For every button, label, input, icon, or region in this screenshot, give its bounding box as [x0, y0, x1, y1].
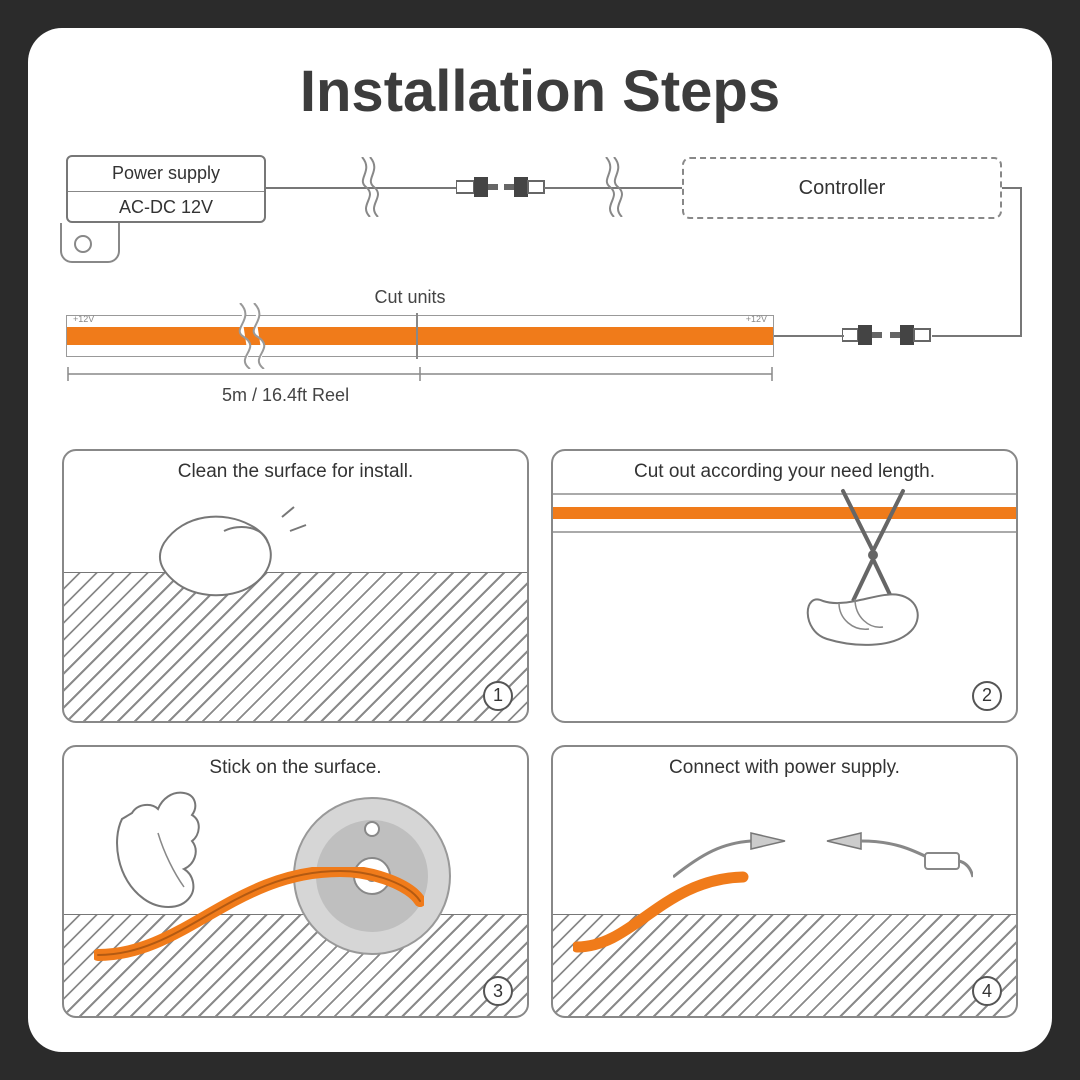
step-number: 4 [972, 976, 1002, 1006]
controller-label: Controller [799, 177, 886, 200]
step-caption: Connect with power supply. [553, 757, 1016, 779]
wire-segment [1020, 187, 1022, 337]
scissors-icon [783, 481, 953, 671]
wiring-diagram: Power supply AC-DC 12V Controller [62, 149, 1018, 429]
controller-box: Controller [682, 157, 1002, 219]
step-panel-3: Stick on the surface. [62, 745, 529, 1019]
led-strip-core [67, 327, 773, 345]
hand-press-icon [104, 783, 254, 933]
strip-mark-left: +12V [73, 314, 94, 324]
step-panel-4: Connect with power supply. [551, 745, 1018, 1019]
psu-label-top: Power supply [68, 163, 264, 184]
dimension-line [66, 367, 774, 381]
cut-mark [416, 313, 418, 359]
card: Installation Steps Power supply AC-DC 12… [28, 28, 1052, 1052]
wire-break-icon [600, 157, 626, 217]
step-caption: Stick on the surface. [64, 757, 527, 779]
step-caption: Clean the surface for install. [64, 461, 527, 483]
plug-male-icon [456, 175, 500, 204]
step-number: 2 [972, 681, 1002, 711]
wire-segment [774, 335, 844, 337]
plug-female-icon [842, 323, 886, 352]
strip-break-icon [232, 303, 272, 369]
strip-mark-right: +12V [746, 314, 767, 324]
step-number: 3 [483, 976, 513, 1006]
wire-segment [932, 335, 1022, 337]
psu-plug-prong [60, 223, 120, 263]
led-strip: +12V +12V [66, 315, 774, 357]
step-panel-2: Cut out according your need length. 2 [551, 449, 1018, 723]
step-number: 1 [483, 681, 513, 711]
wire-segment [1002, 187, 1022, 189]
psu-label-bottom: AC-DC 12V [68, 197, 264, 218]
power-supply-box: Power supply AC-DC 12V [66, 155, 266, 223]
page-title: Installation Steps [62, 58, 1018, 125]
wire-break-icon [356, 157, 382, 217]
steps-grid: Clean the surface for install. 1 Cut out… [62, 449, 1018, 1018]
step-panel-1: Clean the surface for install. 1 [62, 449, 529, 723]
step-caption: Cut out according your need length. [553, 461, 1016, 483]
plug-female-icon [502, 175, 546, 204]
cleaning-hand-icon [154, 503, 314, 613]
connectors-icon [673, 813, 973, 893]
reel-label: 5m / 16.4ft Reel [222, 385, 349, 406]
cut-units-label: Cut units [62, 287, 758, 308]
psu-divider [68, 191, 264, 192]
plug-male-icon [888, 323, 932, 352]
